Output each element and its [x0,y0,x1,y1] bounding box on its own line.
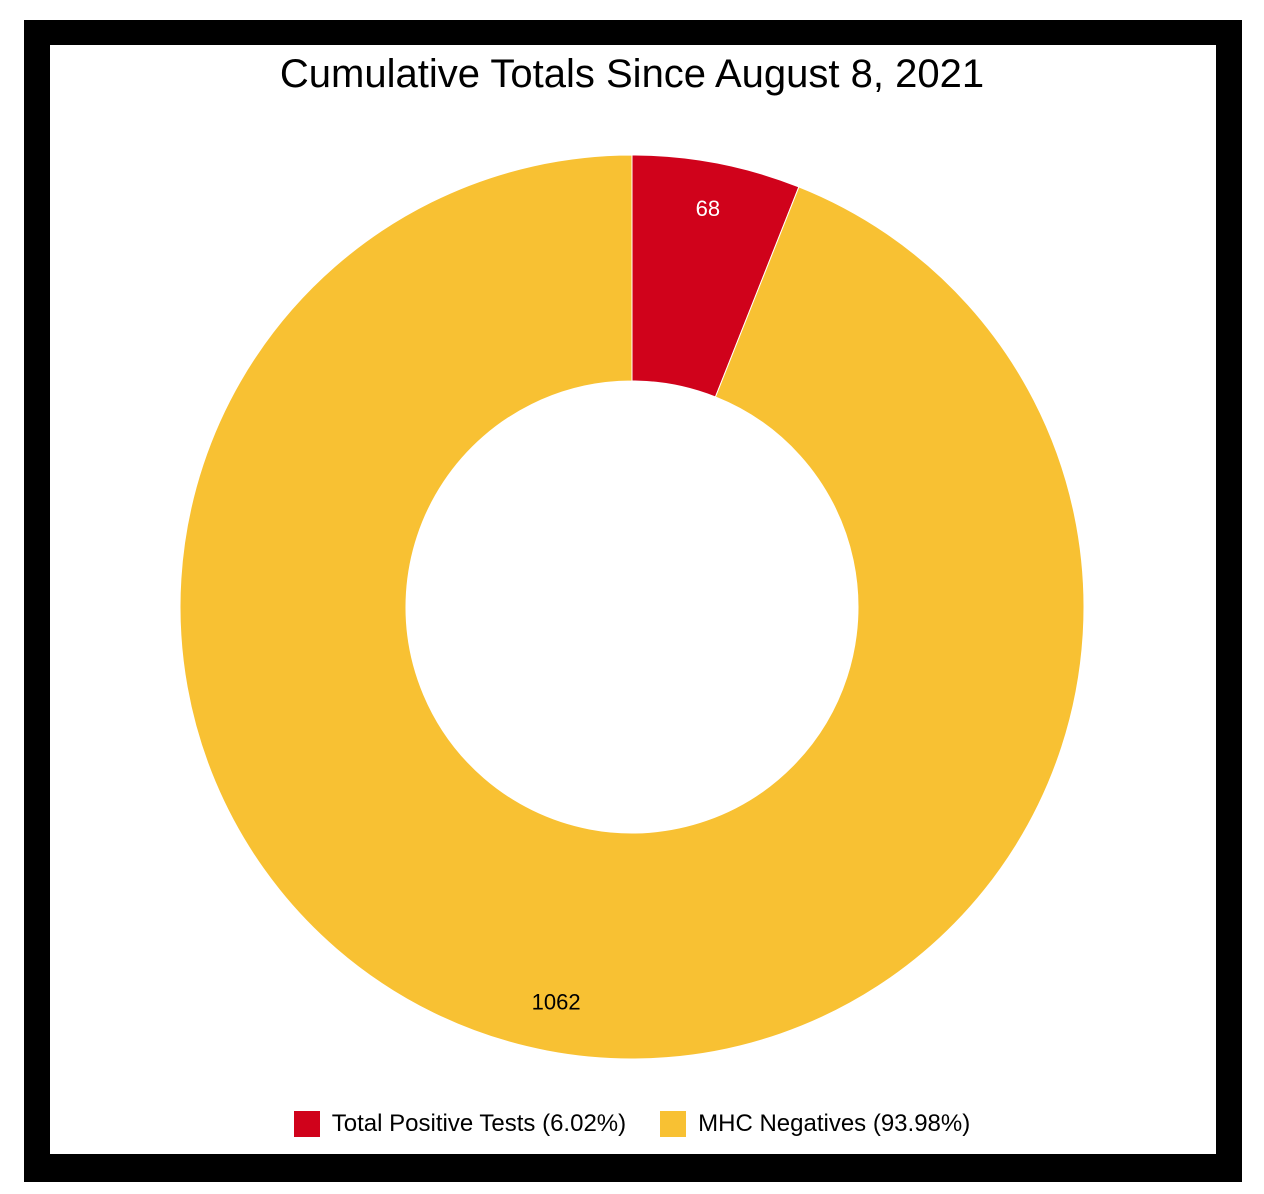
slice-label-negatives: 1062 [532,990,581,1015]
slice-label-positive: 68 [696,196,720,221]
donut-slices [179,154,1085,1060]
chart-title: Cumulative Totals Since August 8, 2021 [279,52,985,96]
legend-swatch-positive [293,1111,320,1137]
legend-swatch-negatives [660,1111,687,1137]
chart-legend: Total Positive Tests (6.02%) MHC Negativ… [0,1110,1264,1138]
legend-label-negatives: MHC Negatives (93.98%) [698,1110,971,1137]
slice-labels: 68 1062 [532,196,721,1015]
legend-item-positive[interactable]: Total Positive Tests (6.02%) [293,1110,627,1138]
slice-negatives[interactable] [179,154,1085,1060]
legend-label-positive: Total Positive Tests (6.02%) [331,1110,627,1137]
legend-item-negatives[interactable]: MHC Negatives (93.98%) [660,1110,970,1138]
